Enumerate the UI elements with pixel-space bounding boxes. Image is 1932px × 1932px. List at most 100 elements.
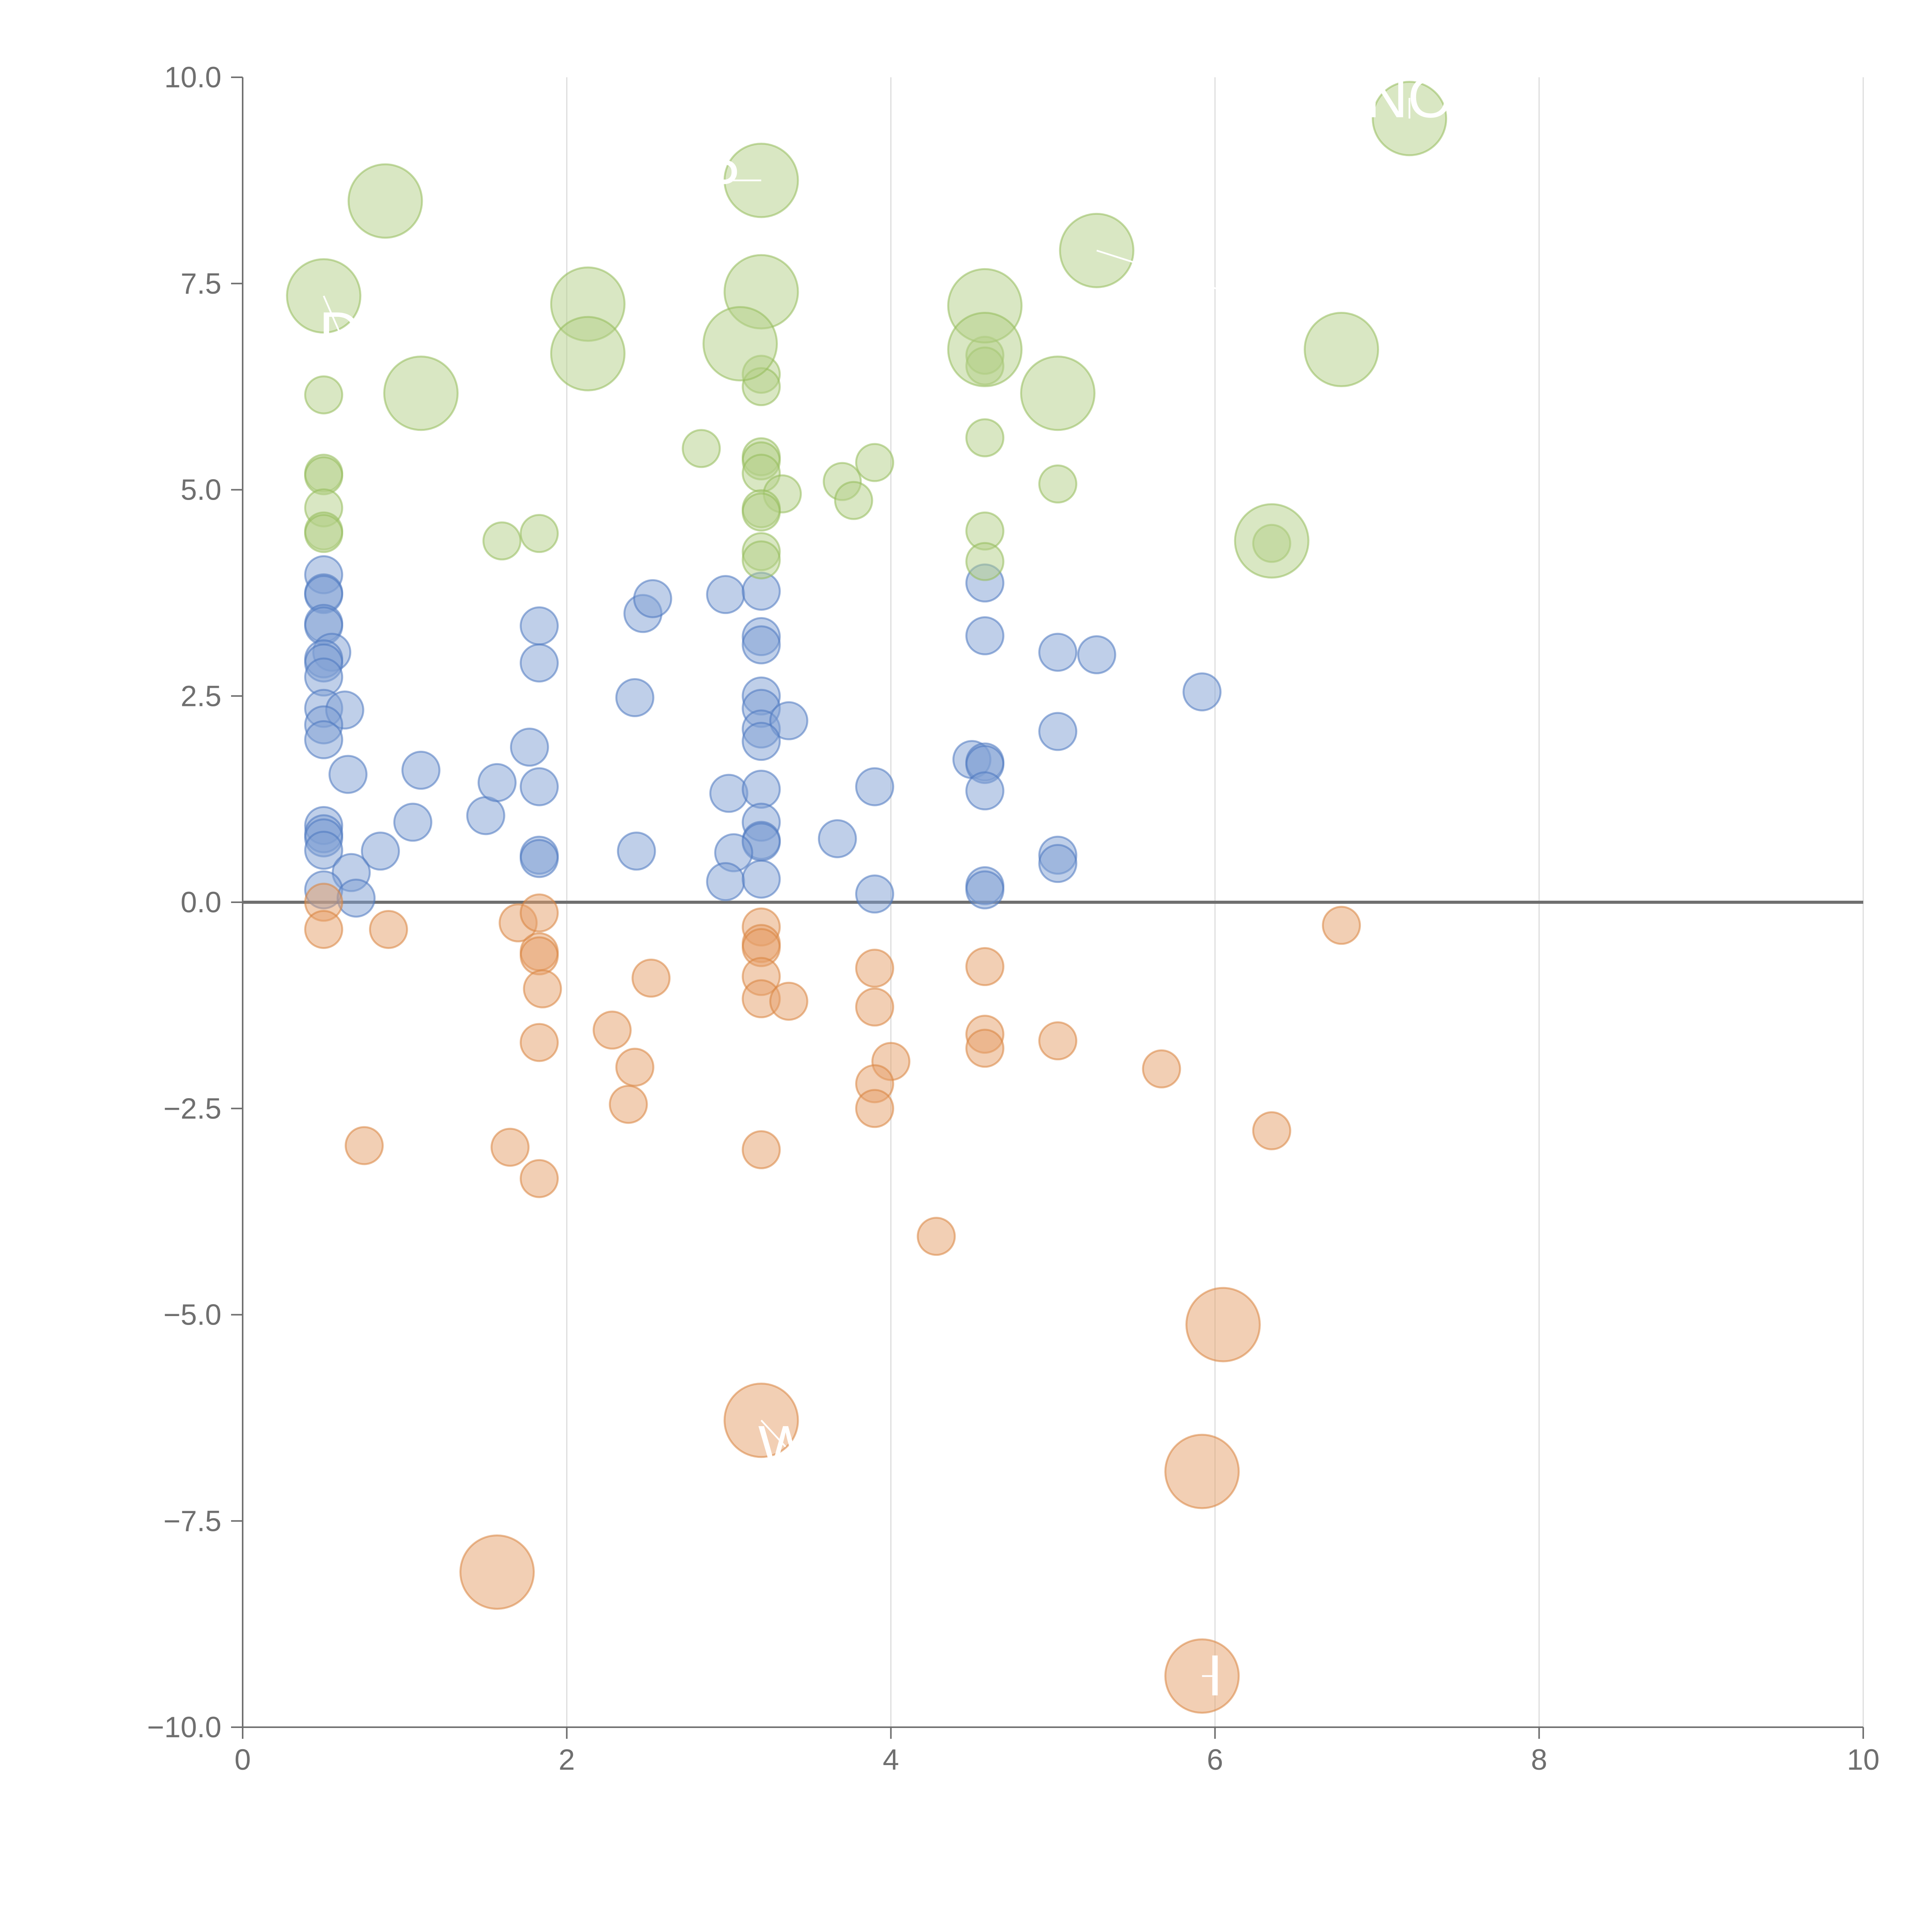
x-tick-label-5: 10: [1847, 1743, 1880, 1776]
point-significant-38: [947, 312, 1023, 388]
point-significant-21: [855, 443, 895, 482]
point-up-29: [520, 767, 559, 806]
point-up-36: [706, 575, 745, 614]
point-significant-20: [834, 481, 873, 520]
point-down-8: [520, 1023, 559, 1062]
y-tick-label-3: 2.5: [180, 680, 221, 713]
point-down-22: [742, 1130, 781, 1169]
point-down-31: [965, 1029, 1005, 1068]
point-up-61: [965, 616, 1005, 655]
point-up-44: [742, 722, 781, 761]
point-down-37: [459, 1534, 535, 1610]
y-tick-label-5: −2.5: [163, 1092, 221, 1125]
point-down-11: [609, 1085, 648, 1124]
point-up-27: [520, 606, 559, 646]
label-line-2: [323, 295, 341, 333]
point-down-7: [523, 969, 562, 1009]
point-significant-8: [682, 429, 721, 468]
point-up-35: [617, 832, 656, 871]
point-down-4: [520, 893, 559, 933]
y-tick-label-0: 10.0: [164, 61, 221, 94]
point-down-24: [855, 987, 895, 1027]
point-label-0: NO: [1366, 65, 1453, 129]
y-tick-label-6: −5.0: [163, 1299, 221, 1332]
point-up-45: [709, 774, 748, 813]
x-tick-label-3: 6: [1207, 1743, 1223, 1776]
point-down-28: [917, 1217, 956, 1256]
point-up-18: [304, 830, 344, 870]
point-down-6: [520, 936, 559, 976]
y-tick-label-8: −10.0: [147, 1711, 221, 1744]
x-tick-label-1: 2: [559, 1743, 575, 1776]
label-line-5: [760, 1420, 786, 1447]
point-up-24: [466, 796, 505, 835]
point-significant-39: [1020, 355, 1096, 431]
point-up-23: [393, 803, 432, 842]
point-down-29: [965, 947, 1005, 986]
point-up-26: [510, 728, 549, 767]
point-significant-18: [742, 540, 781, 580]
y-tick-label-4: 0.0: [180, 886, 221, 919]
point-down-33: [1142, 1049, 1181, 1088]
point-significant-5: [304, 514, 344, 553]
point-down-1: [304, 910, 344, 949]
point-significant-33: [550, 316, 626, 391]
point-up-66: [1038, 712, 1078, 751]
point-down-13: [345, 1126, 384, 1165]
bubbles: [286, 81, 1447, 1714]
point-up-25: [477, 763, 517, 802]
point-up-69: [1182, 672, 1222, 712]
point-up-51: [706, 862, 745, 901]
point-significant-36: [702, 306, 778, 382]
point-label-2: D: [319, 300, 361, 365]
point-significant-16: [742, 492, 781, 532]
point-significant-42: [1304, 312, 1379, 388]
point-significant-31: [383, 355, 459, 431]
y-tick-label-2: 5.0: [180, 474, 221, 507]
point-up-43: [769, 701, 808, 740]
point-up-53: [818, 819, 857, 859]
point-label-4: I: [1207, 1643, 1223, 1708]
point-up-54: [855, 767, 895, 806]
x-tick-label-0: 0: [235, 1743, 251, 1776]
point-label-1: P: [701, 147, 740, 212]
point-up-12: [304, 720, 344, 759]
point-down-10: [615, 1048, 655, 1087]
point-down-32: [1038, 1021, 1078, 1061]
point-significant-7: [520, 514, 559, 553]
point-up-19: [361, 832, 400, 871]
label-line-3: [1096, 250, 1240, 297]
point-up-22: [337, 878, 376, 918]
point-down-38: [1185, 1287, 1261, 1362]
x-tick-label-2: 4: [883, 1743, 899, 1776]
point-up-63: [965, 870, 1005, 910]
point-up-28: [520, 643, 559, 683]
y-tick-label-7: −7.5: [163, 1505, 221, 1537]
point-up-46: [742, 770, 781, 809]
point-labels: NO P D E I W: [319, 65, 1453, 1708]
x-tick-label-4: 8: [1531, 1743, 1547, 1776]
point-significant-0: [304, 375, 344, 415]
point-down-21: [769, 981, 808, 1021]
point-down-39: [1164, 1434, 1240, 1509]
point-down-23: [855, 949, 895, 988]
point-down-14: [490, 1128, 530, 1167]
point-up-59: [965, 771, 1005, 811]
point-up-14: [401, 750, 440, 790]
point-significant-30: [347, 163, 423, 239]
point-up-55: [855, 874, 895, 914]
y-tick-label-1: 7.5: [180, 267, 221, 300]
point-label-5: W: [758, 1413, 813, 1478]
point-down-15: [520, 1159, 559, 1198]
point-up-39: [742, 625, 781, 665]
point-significant-24: [965, 418, 1005, 457]
point-significant-41: [1234, 503, 1310, 579]
point-down-9: [592, 1010, 632, 1050]
point-up-34: [633, 579, 672, 618]
point-up-31: [520, 839, 559, 878]
point-down-12: [631, 958, 671, 998]
point-significant-27: [1038, 464, 1078, 504]
point-down-2: [369, 910, 408, 949]
